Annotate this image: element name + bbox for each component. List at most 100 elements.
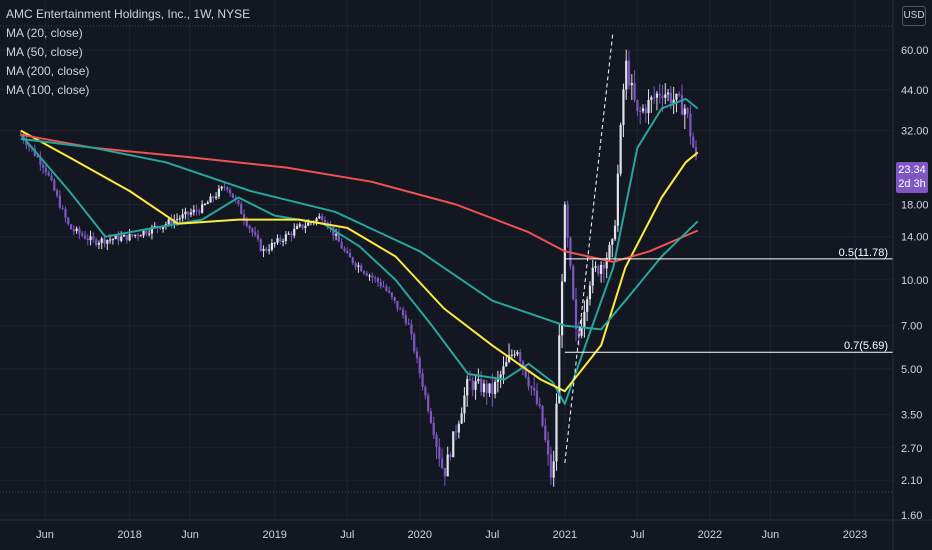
y-tick-label: 14.00	[901, 232, 929, 244]
candle-body	[125, 234, 128, 241]
candle-body	[67, 217, 70, 225]
x-tick-label: 2020	[408, 529, 432, 541]
currency-button[interactable]: USD	[902, 6, 926, 26]
legend-ma50[interactable]: MA (50, close)	[6, 45, 83, 59]
legend-ma20[interactable]: MA (20, close)	[6, 26, 83, 40]
candle-body	[295, 226, 299, 229]
candle-body	[346, 250, 349, 254]
candle-body	[117, 235, 120, 241]
candle-body	[25, 140, 28, 146]
candle-body	[672, 99, 675, 104]
candle-body	[348, 253, 352, 258]
candle-body	[644, 108, 647, 114]
candle-body	[463, 395, 466, 414]
candle-body	[55, 190, 59, 196]
candle-body	[231, 193, 234, 198]
candle-body	[304, 225, 307, 228]
y-tick-label: 1.60	[901, 510, 922, 522]
ma-line-1[interactable]	[20, 97, 699, 405]
x-tick-label: Jun	[36, 529, 54, 541]
y-tick-label: 3.50	[901, 410, 922, 422]
candle-body	[192, 209, 195, 213]
legend-ma100[interactable]: MA (100, close)	[6, 83, 90, 97]
candle-body	[538, 403, 541, 406]
candle-body	[136, 234, 140, 236]
candle-body	[507, 355, 511, 362]
candle-body	[281, 240, 285, 242]
x-tick-label: 2021	[553, 529, 577, 541]
trend-drawing[interactable]	[564, 33, 614, 464]
candle-body	[404, 315, 407, 324]
candle-body	[175, 219, 179, 221]
candle-body	[499, 374, 502, 378]
candle-body	[396, 300, 399, 309]
candle-body	[279, 238, 282, 242]
candle-body	[189, 212, 193, 215]
candle-body	[198, 210, 201, 213]
candle-body	[466, 379, 469, 396]
candle-body	[89, 236, 92, 241]
candle-body	[265, 248, 268, 251]
x-tick-label: 2018	[117, 529, 141, 541]
candle-body	[572, 266, 575, 300]
candle-body	[120, 236, 123, 241]
candle-body	[669, 92, 672, 104]
candle-body	[337, 233, 340, 242]
candle-body	[457, 423, 460, 433]
candle-body	[510, 354, 513, 356]
candle-body	[432, 422, 435, 436]
candle-body	[61, 207, 64, 209]
candle-body	[555, 403, 558, 462]
candle-body	[586, 299, 589, 312]
candle-body	[379, 282, 382, 287]
candle-body	[608, 244, 611, 258]
candle-body	[666, 92, 670, 95]
candle-body	[491, 383, 494, 395]
candle-body	[237, 199, 240, 204]
candle-body	[399, 308, 402, 310]
ma-line-2[interactable]	[20, 129, 699, 393]
candle-body	[655, 93, 659, 98]
candles	[19, 49, 698, 487]
candle-body	[268, 249, 271, 251]
candle-body	[616, 173, 619, 226]
ma-line-4[interactable]	[20, 137, 699, 331]
fibonacci-levels[interactable]: 0.5(11.78) 0.7(5.69)	[564, 33, 893, 464]
candle-body	[393, 297, 396, 301]
candle-body	[505, 361, 508, 367]
candle-body	[449, 454, 452, 458]
candle-body	[694, 147, 698, 157]
candle-body	[429, 411, 433, 423]
candle-body	[64, 208, 67, 218]
candle-body	[602, 264, 606, 269]
candle-body	[460, 413, 463, 424]
candle-body	[97, 242, 101, 245]
candle-body	[357, 265, 360, 267]
x-tick-label: Jul	[340, 529, 354, 541]
candle-body	[276, 238, 279, 243]
candle-body	[368, 275, 371, 277]
candle-body	[438, 446, 441, 459]
candle-body	[47, 172, 50, 176]
candle-body	[167, 219, 170, 225]
candle-body	[187, 211, 190, 215]
legend-ma200[interactable]: MA (200, close)	[6, 64, 90, 78]
last-price-tag: 23.34 2d 3h	[896, 162, 928, 193]
candle-body	[440, 458, 444, 468]
candle-body	[195, 209, 198, 211]
candle-body	[524, 366, 527, 378]
candle-body	[178, 218, 181, 220]
candle-body	[653, 97, 656, 99]
x-tick-label: 2019	[262, 529, 286, 541]
candle-body	[159, 227, 162, 229]
candle-body	[636, 99, 639, 112]
candle-body	[549, 454, 552, 478]
candle-body	[245, 220, 248, 226]
candle-body	[415, 351, 419, 358]
candle-body	[591, 267, 594, 286]
candle-body	[223, 186, 226, 188]
candle-body	[533, 387, 536, 391]
candle-body	[318, 216, 321, 219]
